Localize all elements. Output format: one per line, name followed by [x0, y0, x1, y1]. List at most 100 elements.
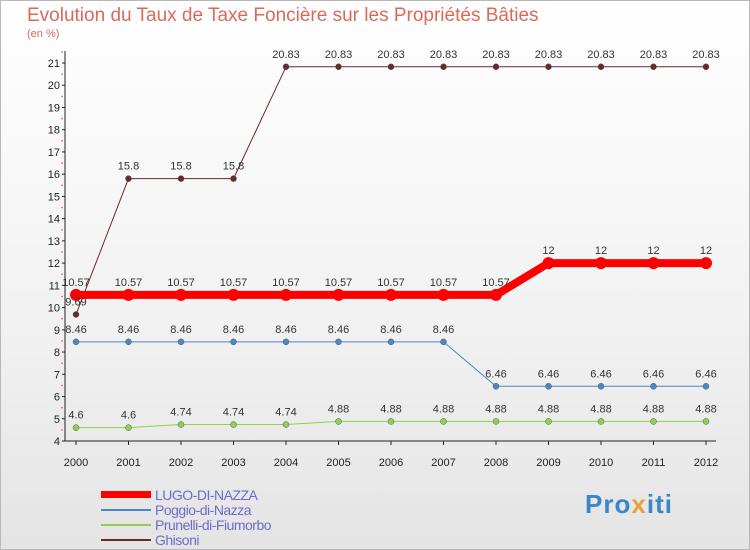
- data-point: [597, 418, 605, 425]
- data-point: [335, 418, 342, 425]
- minor-tick-dot: [61, 340, 63, 342]
- data-label: 6.46: [538, 368, 559, 380]
- legend-item: Prunelli-di-Fiumorbo: [101, 517, 272, 533]
- data-point: [440, 338, 447, 346]
- data-label: 20.83: [377, 49, 405, 61]
- data-label: 20.83: [587, 49, 615, 61]
- data-label: 8.46: [118, 324, 139, 336]
- legend-item: Poggio-di-Nazza: [101, 501, 271, 518]
- data-label: 6.46: [485, 368, 506, 380]
- data-point: [125, 424, 132, 431]
- y-tick-label: 9: [54, 325, 60, 337]
- y-tick-label: 19: [48, 102, 60, 114]
- data-label: 4.88: [695, 403, 716, 415]
- data-point: [702, 63, 710, 71]
- data-label: 4.88: [643, 403, 664, 415]
- y-tick-label: 4: [54, 436, 60, 448]
- chart-title: Evolution du Taux de Taxe Foncière sur l…: [27, 5, 539, 26]
- data-point: [122, 288, 135, 301]
- data-label: 10.57: [272, 277, 300, 289]
- x-tick-label: 2007: [431, 457, 455, 469]
- data-point: [177, 175, 185, 182]
- data-label: 20.83: [430, 49, 458, 61]
- y-tick-label: 20: [48, 80, 60, 92]
- y-tick-label: 15: [48, 191, 60, 203]
- data-label: 20.83: [640, 49, 668, 61]
- data-label: 8.46: [170, 324, 191, 336]
- data-point: [70, 288, 82, 301]
- data-label: 4.88: [433, 403, 454, 415]
- data-point: [545, 63, 552, 71]
- data-label: 15.8: [118, 161, 139, 173]
- data-point: [125, 338, 132, 346]
- data-point: [597, 383, 605, 390]
- y-tick-label: 10: [48, 303, 60, 315]
- data-point: [230, 421, 237, 428]
- data-label: 10.57: [430, 277, 458, 289]
- legend-swatch: [101, 508, 151, 511]
- data-label: 8.46: [65, 324, 86, 336]
- data-point: [385, 288, 397, 301]
- data-point: [597, 63, 605, 71]
- data-point: [647, 257, 660, 270]
- minor-tick-dot: [61, 228, 63, 231]
- data-point: [72, 338, 80, 346]
- data-point: [282, 421, 290, 428]
- minor-tick-dot: [61, 117, 63, 120]
- data-point: [230, 175, 237, 182]
- minor-tick-dot: [61, 317, 63, 320]
- legend-label: LUGO-DI-NAZZA: [155, 486, 258, 503]
- legend-swatch: [101, 538, 151, 541]
- data-label: 8.46: [328, 324, 349, 336]
- data-label: 12: [700, 245, 712, 257]
- proxiti-logo: Proxiti: [585, 489, 673, 519]
- data-label: 8.46: [380, 324, 401, 336]
- minor-tick-dot: [61, 73, 63, 75]
- x-tick-label: 2006: [379, 457, 403, 469]
- data-point: [650, 383, 657, 390]
- legend-item: LUGO-DI-NAZZA: [101, 486, 271, 503]
- data-label: 12: [542, 245, 554, 257]
- data-label: 8.46: [433, 324, 454, 336]
- y-tick-label: 12: [48, 258, 60, 270]
- data-point: [282, 338, 290, 346]
- data-label: 15.8: [170, 161, 191, 173]
- data-label: 10.57: [115, 277, 143, 289]
- data-label: 20.83: [482, 49, 510, 61]
- data-label: 4.88: [538, 403, 559, 415]
- data-label: 10.57: [167, 277, 195, 289]
- x-tick-label: 2002: [169, 457, 193, 469]
- data-label: 10.57: [220, 277, 248, 289]
- data-point: [230, 338, 237, 346]
- y-tick-label: 6: [54, 392, 60, 404]
- legend-label: Poggio-di-Nazza: [155, 501, 252, 518]
- data-label: 12: [647, 245, 659, 257]
- legend: LUGO-DI-NAZZA Poggio-di-Nazza Prunelli-di-…: [101, 486, 272, 548]
- data-point: [387, 338, 395, 346]
- legend-label: Ghisoni: [155, 531, 199, 548]
- data-label: 4.88: [380, 403, 401, 415]
- data-label: 4.88: [328, 403, 349, 415]
- x-tick-label: 2005: [326, 457, 350, 469]
- data-point: [332, 288, 345, 301]
- x-tick-label: 2010: [589, 457, 613, 469]
- y-tick-label: 7: [54, 369, 60, 381]
- legend-item: Ghisoni: [101, 531, 271, 548]
- data-point: [387, 63, 395, 71]
- legend-swatch: [101, 523, 151, 526]
- data-point: [650, 418, 657, 425]
- data-label: 4.74: [223, 407, 244, 419]
- y-tick-label: 14: [48, 214, 60, 226]
- data-label: 10.57: [62, 277, 90, 289]
- minor-tick-dot: [61, 295, 63, 298]
- data-point: [650, 63, 657, 71]
- x-tick-label: 2008: [484, 457, 508, 469]
- data-point: [702, 418, 710, 425]
- data-point: [492, 383, 500, 390]
- data-point: [490, 288, 502, 301]
- minor-tick-dot: [61, 362, 63, 364]
- data-point: [227, 288, 240, 301]
- data-point: [177, 421, 185, 428]
- data-point: [440, 418, 447, 425]
